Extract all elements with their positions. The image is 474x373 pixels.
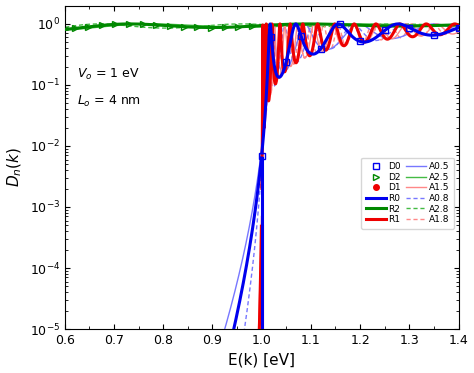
Text: $V_o$ = 1 eV: $V_o$ = 1 eV xyxy=(77,66,140,82)
Text: $L_o$ = 4 nm: $L_o$ = 4 nm xyxy=(77,94,141,110)
X-axis label: E(k) [eV]: E(k) [eV] xyxy=(228,352,295,367)
Legend: D0, D2, D1, R0, R2, R1, A0.5, A2.5, A1.5, A0.8, A2.8, A1.8: D0, D2, D1, R0, R2, R1, A0.5, A2.5, A1.5… xyxy=(361,158,454,229)
Y-axis label: $D_n(k)$: $D_n(k)$ xyxy=(6,147,24,188)
